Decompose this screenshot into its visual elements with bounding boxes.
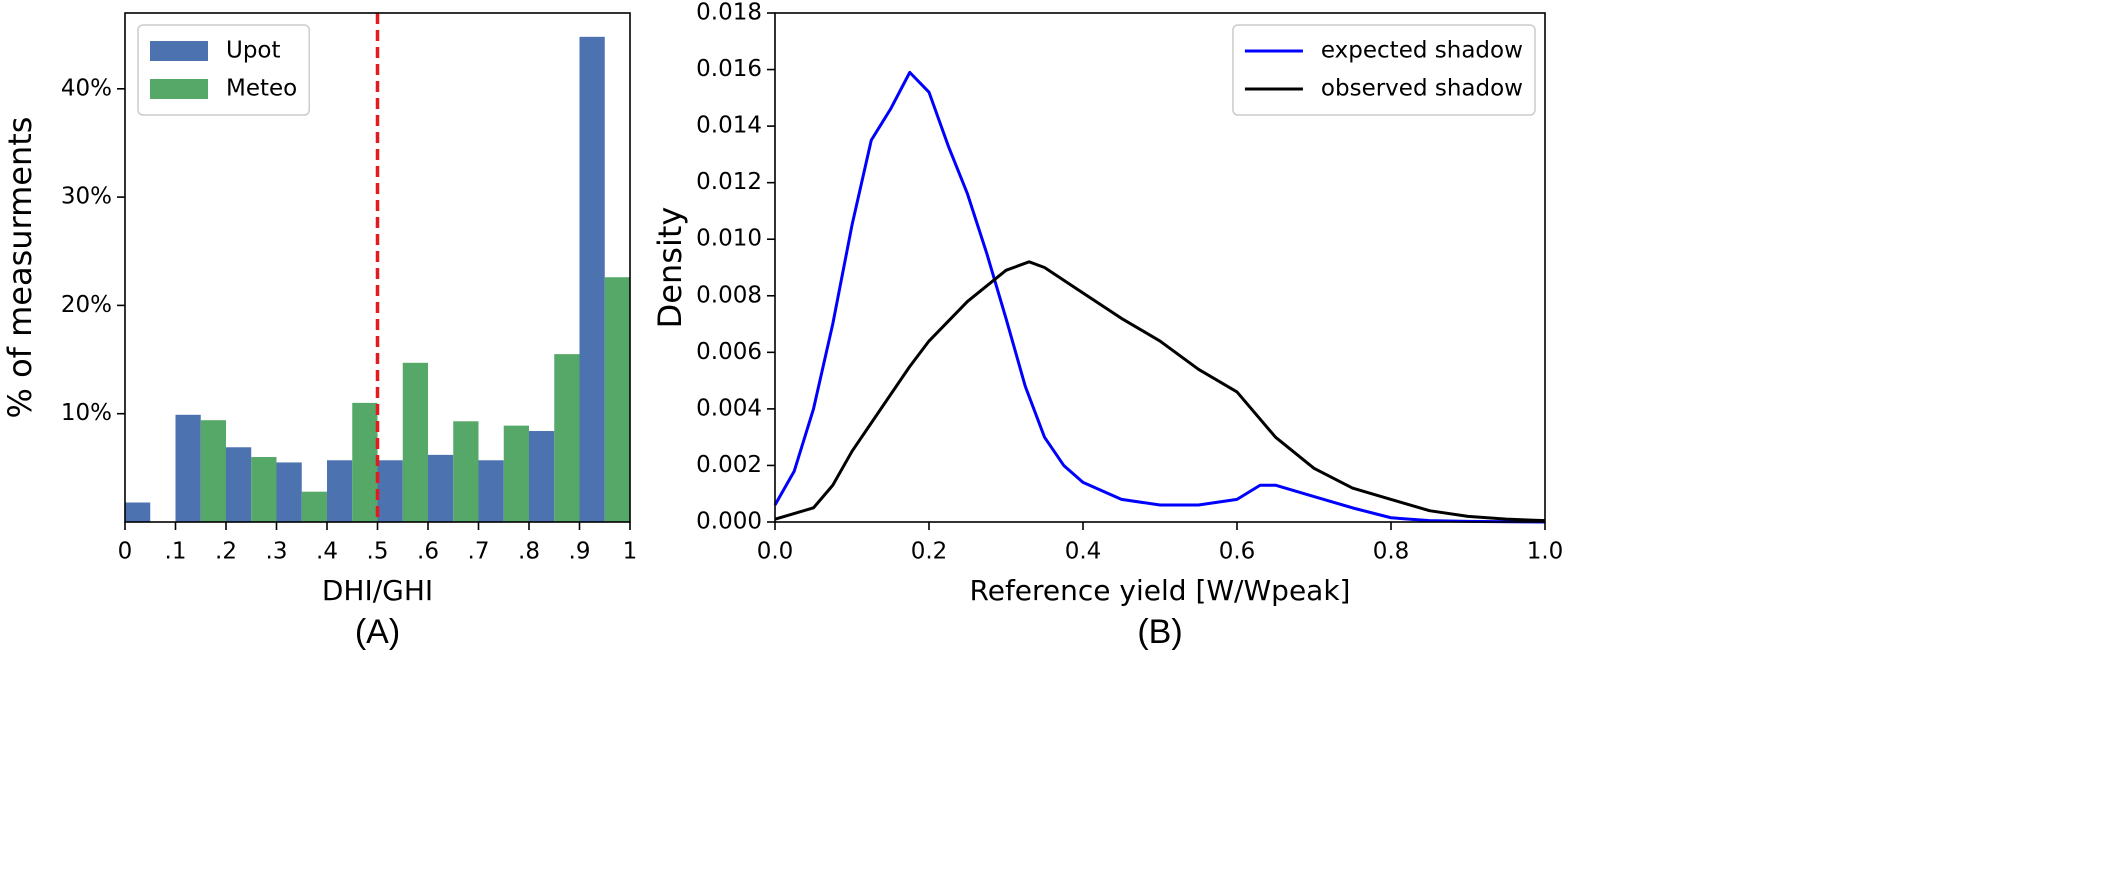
y-tick-label: 30% [61, 184, 112, 210]
y-tick-label: 0.006 [696, 339, 762, 365]
y-tick-label: 0.018 [696, 0, 762, 26]
x-tick-label: .8 [518, 539, 540, 565]
y-axis-label: % of measurments [1, 117, 39, 419]
x-tick-label: 0.6 [1219, 539, 1256, 565]
plot-frame [774, 12, 1546, 523]
legend-label: expected shadow [1321, 38, 1523, 64]
legend-box [1232, 24, 1536, 116]
legend: expected shadow observed shadow [1232, 24, 1536, 116]
x-tick-label: 0.0 [757, 539, 794, 565]
y-tick-label: 0.000 [696, 509, 762, 535]
bar [226, 447, 252, 522]
bar [125, 502, 151, 522]
y-tick-label: 10% [61, 400, 112, 426]
y-tick-label: 0.004 [696, 395, 762, 421]
line [773, 70, 1546, 524]
bar [402, 362, 428, 522]
legend-swatch [150, 41, 208, 61]
x-axis-label: Reference yield [W/Wpeak] [970, 574, 1351, 607]
bar [579, 36, 605, 522]
x-tick-label: .1 [165, 539, 187, 565]
y-tick-label: 0.002 [696, 452, 762, 478]
legend: Upot Meteo [137, 24, 310, 116]
bar [200, 420, 226, 522]
bar [554, 354, 580, 522]
legend-label: Upot [226, 38, 281, 64]
legend-label: Meteo [226, 76, 297, 102]
line [774, 260, 1546, 523]
x-tick-label: .6 [417, 539, 439, 565]
x-tick-label: 0.2 [911, 539, 948, 565]
x-tick-label: 0.8 [1373, 539, 1410, 565]
x-tick-label: .7 [468, 539, 490, 565]
x-tick-label: .4 [316, 539, 338, 565]
bar [327, 460, 353, 522]
bar [251, 457, 277, 522]
x-tick-label: .2 [215, 539, 237, 565]
y-axis-label: Density [651, 207, 689, 329]
bar [604, 277, 630, 522]
y-tick-label: 20% [61, 292, 112, 318]
y-tick-label: 0.014 [696, 113, 762, 139]
x-tick-label: .9 [569, 539, 591, 565]
bar [503, 425, 529, 522]
caption: (A) [355, 613, 400, 651]
y-tick-label: 0.012 [696, 169, 762, 195]
bar [478, 460, 504, 522]
bar [529, 431, 555, 522]
y-tick-label: 0.008 [696, 282, 762, 308]
x-tick-label: .5 [367, 539, 389, 565]
bar [175, 414, 201, 522]
bar [453, 421, 479, 522]
x-tick-label: 0.4 [1065, 539, 1102, 565]
legend-label: observed shadow [1321, 76, 1523, 102]
bar [352, 402, 378, 522]
bar [301, 491, 327, 522]
x-axis-label: DHI/GHI [322, 574, 433, 607]
x-tick-label: .3 [266, 539, 288, 565]
x-tick-label: 1.0 [1527, 539, 1564, 565]
x-tick-label: 1 [623, 539, 638, 565]
caption: (B) [1137, 613, 1182, 651]
legend-swatch [150, 79, 208, 99]
bar [428, 454, 454, 522]
bar [276, 462, 302, 522]
x-tick-label: 0 [118, 539, 133, 565]
legend-box [137, 24, 310, 116]
bar [377, 460, 403, 522]
y-tick-label: 0.010 [696, 226, 762, 252]
y-tick-label: 0.016 [696, 56, 762, 82]
y-tick-label: 40% [61, 75, 112, 101]
